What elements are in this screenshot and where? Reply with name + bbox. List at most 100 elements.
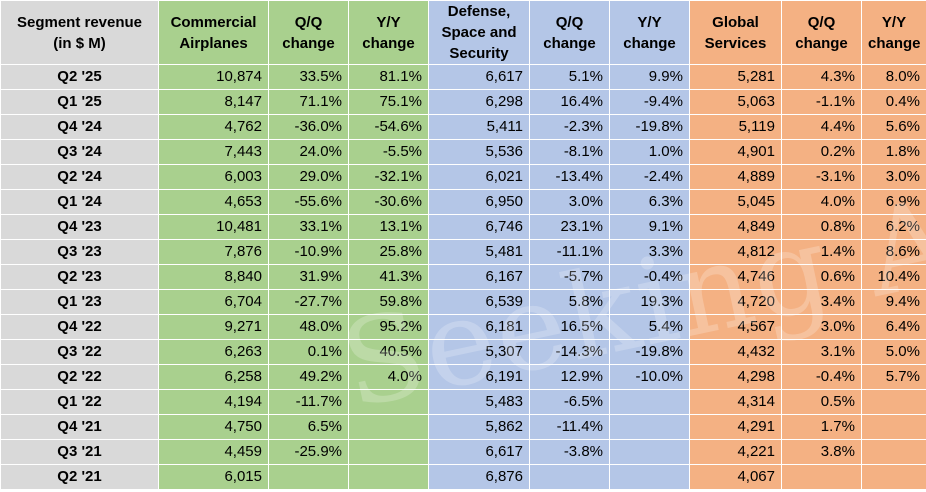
- ds-qq-change-cell: [529, 464, 610, 490]
- ds-revenue-cell: 5,483: [428, 389, 530, 415]
- table-row: Q2 '25 10,874 33.5% 81.1% 6,617 5.1% 9.9% 5,281…: [0, 64, 926, 90]
- ca-qq-change-cell: 33.1%: [268, 214, 349, 240]
- quarter-label-cell: Q3 '23: [0, 239, 159, 265]
- ca-qq-change-cell: 6.5%: [268, 414, 349, 440]
- ca-revenue-cell: 6,704: [158, 289, 269, 315]
- ds-revenue-cell: 5,411: [428, 114, 530, 140]
- ds-revenue-cell: 6,539: [428, 289, 530, 315]
- table-body: Q2 '25 10,874 33.5% 81.1% 6,617 5.1% 9.9% 5,281…: [0, 64, 926, 490]
- header-row: Segment revenue (in $ M) Commercial Airp…: [0, 0, 926, 65]
- ca-yy-change-cell: -5.5%: [348, 139, 429, 165]
- table-row: Q1 '25 8,147 71.1% 75.1% 6,298 16.4% -9.4% 5,06…: [0, 89, 926, 115]
- ca-yy-change-cell: -30.6%: [348, 189, 429, 215]
- gs-qq-change-cell: -3.1%: [781, 164, 862, 190]
- ca-qq-change-cell: -25.9%: [268, 439, 349, 465]
- gs-yy-change-cell: 10.4%: [861, 264, 926, 290]
- ds-revenue-cell: 5,862: [428, 414, 530, 440]
- gs-yy-change-cell: [861, 464, 926, 490]
- ca-revenue-cell: 9,271: [158, 314, 269, 340]
- ca-revenue-cell: 4,653: [158, 189, 269, 215]
- ds-revenue-cell: 6,167: [428, 264, 530, 290]
- ds-yy-change-cell: -19.8%: [609, 339, 690, 365]
- ds-revenue-cell: 6,021: [428, 164, 530, 190]
- ds-qq-change-cell: 3.0%: [529, 189, 610, 215]
- gs-yy-change-cell: 9.4%: [861, 289, 926, 315]
- gs-yy-change-cell: [861, 414, 926, 440]
- ca-revenue-cell: 8,840: [158, 264, 269, 290]
- ca-yy-change-cell: -32.1%: [348, 164, 429, 190]
- ca-qq-change-cell: -55.6%: [268, 189, 349, 215]
- ca-yy-change-cell: 25.8%: [348, 239, 429, 265]
- ds-revenue-cell: 5,536: [428, 139, 530, 165]
- table-row: Q4 '22 9,271 48.0% 95.2% 6,181 16.5% 5.4% 4,567…: [0, 314, 926, 340]
- ca-qq-change-cell: -27.7%: [268, 289, 349, 315]
- ca-yy-change-cell: [348, 389, 429, 415]
- gs-yy-change-cell: 5.0%: [861, 339, 926, 365]
- gs-revenue-cell: 4,567: [689, 314, 782, 340]
- ca-qq-change-cell: 24.0%: [268, 139, 349, 165]
- gs-qq-change-cell: 4.4%: [781, 114, 862, 140]
- gs-revenue-cell: 4,901: [689, 139, 782, 165]
- ds-yy-change-cell: 19.3%: [609, 289, 690, 315]
- ds-yy-change-cell: [609, 389, 690, 415]
- ds-yy-change-cell: -19.8%: [609, 114, 690, 140]
- ca-qq-change-cell: -10.9%: [268, 239, 349, 265]
- table-row: Q4 '24 4,762 -36.0% -54.6% 5,411 -2.3% -19.8% 5…: [0, 114, 926, 140]
- table-row: Q1 '24 4,653 -55.6% -30.6% 6,950 3.0% 6.3% 5,04…: [0, 189, 926, 215]
- quarter-label-cell: Q3 '22: [0, 339, 159, 365]
- table-row: Q2 '23 8,840 31.9% 41.3% 6,167 -5.7% -0.4% 4,74…: [0, 264, 926, 290]
- ds-yy-change-cell: 3.3%: [609, 239, 690, 265]
- ca-revenue-cell: 7,876: [158, 239, 269, 265]
- quarter-label-cell: Q4 '21: [0, 414, 159, 440]
- table-row: Q4 '21 4,750 6.5% 5,862 -11.4% 4,291 1.7%: [0, 414, 926, 440]
- header-defense-space-security: Defense, Space and Security: [428, 0, 530, 65]
- quarter-label-cell: Q1 '24: [0, 189, 159, 215]
- quarter-label-cell: Q2 '24: [0, 164, 159, 190]
- ds-qq-change-cell: -11.4%: [529, 414, 610, 440]
- table-row: Q3 '22 6,263 0.1% 40.5% 5,307 -14.3% -19.8% 4,4…: [0, 339, 926, 365]
- ca-revenue-cell: 6,263: [158, 339, 269, 365]
- gs-qq-change-cell: 1.7%: [781, 414, 862, 440]
- ca-qq-change-cell: 0.1%: [268, 339, 349, 365]
- ds-qq-change-cell: 16.4%: [529, 89, 610, 115]
- ca-revenue-cell: 6,003: [158, 164, 269, 190]
- gs-yy-change-cell: 6.9%: [861, 189, 926, 215]
- table-row: Q2 '24 6,003 29.0% -32.1% 6,021 -13.4% -2.4% 4,…: [0, 164, 926, 190]
- header-gs-qq-change: Q/Q change: [781, 0, 862, 65]
- ds-qq-change-cell: -6.5%: [529, 389, 610, 415]
- ds-revenue-cell: 6,191: [428, 364, 530, 390]
- header-commercial-airplanes: Commercial Airplanes: [158, 0, 269, 65]
- ds-qq-change-cell: 5.8%: [529, 289, 610, 315]
- header-global-services: Global Services: [689, 0, 782, 65]
- gs-yy-change-cell: [861, 389, 926, 415]
- gs-revenue-cell: 4,812: [689, 239, 782, 265]
- ds-yy-change-cell: 5.4%: [609, 314, 690, 340]
- gs-yy-change-cell: 1.8%: [861, 139, 926, 165]
- gs-qq-change-cell: 4.0%: [781, 189, 862, 215]
- ds-qq-change-cell: 16.5%: [529, 314, 610, 340]
- ca-revenue-cell: 6,258: [158, 364, 269, 390]
- gs-yy-change-cell: 8.0%: [861, 64, 926, 90]
- gs-qq-change-cell: [781, 464, 862, 490]
- header-ds-yy-change: Y/Y change: [609, 0, 690, 65]
- ca-qq-change-cell: 71.1%: [268, 89, 349, 115]
- gs-revenue-cell: 4,889: [689, 164, 782, 190]
- gs-qq-change-cell: 3.4%: [781, 289, 862, 315]
- quarter-label-cell: Q3 '24: [0, 139, 159, 165]
- ds-qq-change-cell: 5.1%: [529, 64, 610, 90]
- ca-qq-change-cell: 49.2%: [268, 364, 349, 390]
- header-gs-yy-change: Y/Y change: [861, 0, 926, 65]
- ds-yy-change-cell: -10.0%: [609, 364, 690, 390]
- gs-yy-change-cell: 5.6%: [861, 114, 926, 140]
- ds-qq-change-cell: 23.1%: [529, 214, 610, 240]
- ca-yy-change-cell: 95.2%: [348, 314, 429, 340]
- ds-yy-change-cell: 6.3%: [609, 189, 690, 215]
- ca-revenue-cell: 6,015: [158, 464, 269, 490]
- table-row: Q3 '21 4,459 -25.9% 6,617 -3.8% 4,221 3.8%: [0, 439, 926, 465]
- ca-qq-change-cell: -11.7%: [268, 389, 349, 415]
- ca-qq-change-cell: 29.0%: [268, 164, 349, 190]
- table-row: Q3 '23 7,876 -10.9% 25.8% 5,481 -11.1% 3.3% 4,8…: [0, 239, 926, 265]
- quarter-label-cell: Q2 '23: [0, 264, 159, 290]
- gs-yy-change-cell: 6.4%: [861, 314, 926, 340]
